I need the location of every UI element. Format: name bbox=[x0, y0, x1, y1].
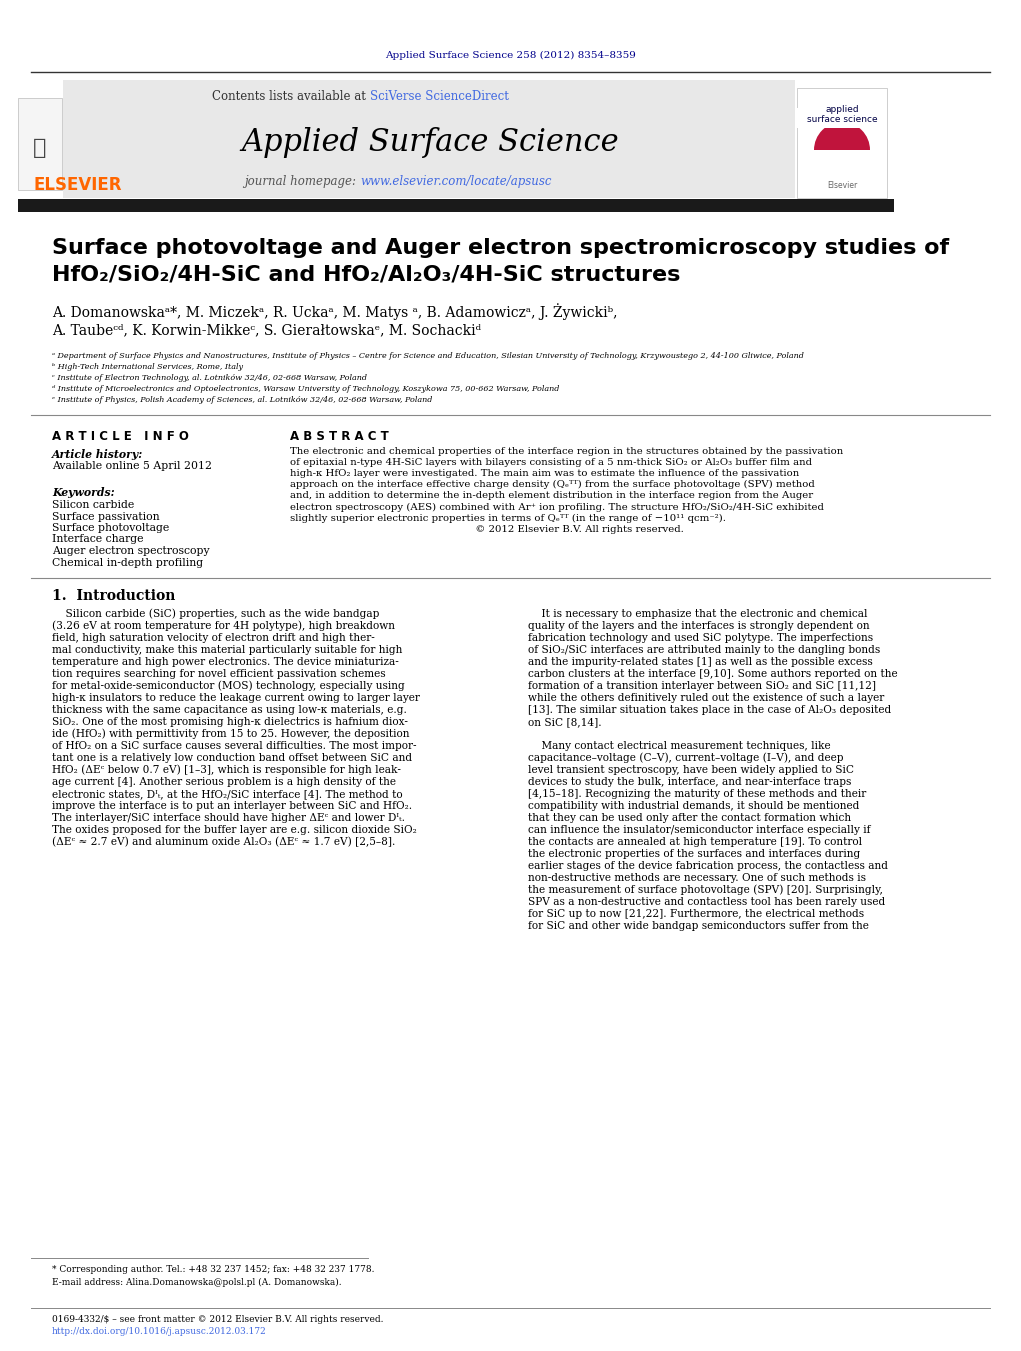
Text: for metal-oxide-semiconductor (MOS) technology, especially using: for metal-oxide-semiconductor (MOS) tech… bbox=[52, 681, 404, 692]
Text: for SiC and other wide bandgap semiconductors suffer from the: for SiC and other wide bandgap semicondu… bbox=[528, 921, 869, 931]
Text: electron spectroscopy (AES) combined with Ar⁺ ion profiling. The structure HfO₂/: electron spectroscopy (AES) combined wit… bbox=[290, 503, 824, 512]
Text: devices to study the bulk, interface, and near-interface traps: devices to study the bulk, interface, an… bbox=[528, 777, 852, 788]
Text: Available online 5 April 2012: Available online 5 April 2012 bbox=[52, 461, 212, 471]
Text: 1.  Introduction: 1. Introduction bbox=[52, 589, 176, 603]
Text: slightly superior electronic properties in terms of Qₑᵀᵀ (in the range of −10¹¹ : slightly superior electronic properties … bbox=[290, 513, 726, 523]
Text: earlier stages of the device fabrication process, the contactless and: earlier stages of the device fabrication… bbox=[528, 861, 888, 871]
Bar bbox=[18, 99, 62, 190]
Text: level transient spectroscopy, have been widely applied to SiC: level transient spectroscopy, have been … bbox=[528, 765, 854, 775]
Text: 🌲: 🌲 bbox=[34, 138, 47, 158]
Text: Silicon carbide (SiC) properties, such as the wide bandgap: Silicon carbide (SiC) properties, such a… bbox=[52, 609, 380, 619]
Text: SiO₂. One of the most promising high-κ dielectrics is hafnium diox-: SiO₂. One of the most promising high-κ d… bbox=[52, 717, 407, 727]
Text: Surface photovoltage: Surface photovoltage bbox=[52, 523, 169, 534]
Text: ᶜ Institute of Electron Technology, al. Lotników 32/46, 02-668 Warsaw, Poland: ᶜ Institute of Electron Technology, al. … bbox=[52, 374, 367, 382]
Text: Elsevier: Elsevier bbox=[827, 181, 857, 190]
Text: the measurement of surface photovoltage (SPV) [20]. Surprisingly,: the measurement of surface photovoltage … bbox=[528, 885, 883, 896]
Bar bbox=[797, 108, 887, 128]
Text: electronic states, Dᴵₜ, at the HfO₂/SiC interface [4]. The method to: electronic states, Dᴵₜ, at the HfO₂/SiC … bbox=[52, 789, 402, 798]
Text: Many contact electrical measurement techniques, like: Many contact electrical measurement tech… bbox=[528, 740, 831, 751]
Text: surface science: surface science bbox=[807, 115, 877, 123]
Text: thickness with the same capacitance as using low-κ materials, e.g.: thickness with the same capacitance as u… bbox=[52, 705, 407, 715]
Text: http://dx.doi.org/10.1016/j.apsusc.2012.03.172: http://dx.doi.org/10.1016/j.apsusc.2012.… bbox=[52, 1328, 266, 1336]
Text: high-κ insulators to reduce the leakage current owing to larger layer: high-κ insulators to reduce the leakage … bbox=[52, 693, 420, 703]
Text: ᵈ Institute of Microelectronics and Optoelectronics, Warsaw University of Techno: ᵈ Institute of Microelectronics and Opto… bbox=[52, 385, 560, 393]
Text: Applied Surface Science: Applied Surface Science bbox=[241, 127, 619, 158]
Text: age current [4]. Another serious problem is a high density of the: age current [4]. Another serious problem… bbox=[52, 777, 396, 788]
Text: HfO₂/SiO₂/4H-SiC and HfO₂/Al₂O₃/4H-SiC structures: HfO₂/SiO₂/4H-SiC and HfO₂/Al₂O₃/4H-SiC s… bbox=[52, 263, 680, 284]
Text: The interlayer/SiC interface should have higher ΔEᶜ and lower Dᴵₜ.: The interlayer/SiC interface should have… bbox=[52, 813, 405, 823]
Bar bbox=[18, 199, 894, 212]
Text: tion requires searching for novel efficient passivation schemes: tion requires searching for novel effici… bbox=[52, 669, 386, 680]
Text: the electronic properties of the surfaces and interfaces during: the electronic properties of the surface… bbox=[528, 848, 861, 859]
Text: of epitaxial n-type 4H-SiC layers with bilayers consisting of a 5 nm-thick SiO₂ : of epitaxial n-type 4H-SiC layers with b… bbox=[290, 458, 812, 466]
Text: * Corresponding author. Tel.: +48 32 237 1452; fax: +48 32 237 1778.: * Corresponding author. Tel.: +48 32 237… bbox=[52, 1266, 375, 1274]
Text: [4,15–18]. Recognizing the maturity of these methods and their: [4,15–18]. Recognizing the maturity of t… bbox=[528, 789, 866, 798]
Text: high-κ HfO₂ layer were investigated. The main aim was to estimate the influence : high-κ HfO₂ layer were investigated. The… bbox=[290, 469, 799, 478]
Text: for SiC up to now [21,22]. Furthermore, the electrical methods: for SiC up to now [21,22]. Furthermore, … bbox=[528, 909, 864, 919]
Text: HfO₂ (ΔEᶜ below 0.7 eV) [1–3], which is responsible for high leak-: HfO₂ (ΔEᶜ below 0.7 eV) [1–3], which is … bbox=[52, 765, 401, 775]
Bar bbox=[63, 80, 795, 199]
Text: (3.26 eV at room temperature for 4H polytype), high breakdown: (3.26 eV at room temperature for 4H poly… bbox=[52, 620, 395, 631]
Text: approach on the interface effective charge density (Qₑᵀᵀ) from the surface photo: approach on the interface effective char… bbox=[290, 480, 815, 489]
Text: www.elsevier.com/locate/apsusc: www.elsevier.com/locate/apsusc bbox=[360, 176, 551, 189]
Text: The electronic and chemical properties of the interface region in the structures: The electronic and chemical properties o… bbox=[290, 446, 843, 455]
Text: ide (HfO₂) with permittivity from 15 to 25. However, the deposition: ide (HfO₂) with permittivity from 15 to … bbox=[52, 728, 409, 739]
Text: A B S T R A C T: A B S T R A C T bbox=[290, 430, 389, 443]
Text: E-mail address: Alina.Domanowska@polsl.pl (A. Domanowska).: E-mail address: Alina.Domanowska@polsl.p… bbox=[52, 1278, 342, 1286]
Bar bbox=[797, 88, 887, 199]
Text: applied: applied bbox=[825, 105, 859, 115]
Text: mal conductivity, make this material particularly suitable for high: mal conductivity, make this material par… bbox=[52, 644, 402, 655]
Text: SciVerse ScienceDirect: SciVerse ScienceDirect bbox=[370, 89, 508, 103]
Text: Keywords:: Keywords: bbox=[52, 486, 114, 497]
Text: compatibility with industrial demands, it should be mentioned: compatibility with industrial demands, i… bbox=[528, 801, 860, 811]
Text: carbon clusters at the interface [9,10]. Some authors reported on the: carbon clusters at the interface [9,10].… bbox=[528, 669, 897, 680]
Text: It is necessary to emphasize that the electronic and chemical: It is necessary to emphasize that the el… bbox=[528, 609, 868, 619]
Wedge shape bbox=[814, 122, 870, 150]
Text: Contents lists available at: Contents lists available at bbox=[212, 89, 370, 103]
Text: non-destructive methods are necessary. One of such methods is: non-destructive methods are necessary. O… bbox=[528, 873, 866, 884]
Text: A. Taubeᶜᵈ, K. Korwin-Mikkeᶜ, S. Gierałtowskaᵉ, M. Sochackiᵈ: A. Taubeᶜᵈ, K. Korwin-Mikkeᶜ, S. Gierałt… bbox=[52, 323, 481, 336]
Text: of HfO₂ on a SiC surface causes several difficulties. The most impor-: of HfO₂ on a SiC surface causes several … bbox=[52, 740, 417, 751]
Text: ᵃ Department of Surface Physics and Nanostructures, Institute of Physics – Centr: ᵃ Department of Surface Physics and Nano… bbox=[52, 353, 804, 359]
Text: temperature and high power electronics. The device miniaturiza-: temperature and high power electronics. … bbox=[52, 657, 399, 667]
Text: tant one is a relatively low conduction band offset between SiC and: tant one is a relatively low conduction … bbox=[52, 753, 412, 763]
Text: Applied Surface Science 258 (2012) 8354–8359: Applied Surface Science 258 (2012) 8354–… bbox=[385, 50, 635, 59]
Text: Surface photovoltage and Auger electron spectromicroscopy studies of: Surface photovoltage and Auger electron … bbox=[52, 238, 950, 258]
Text: A. Domanowskaᵃ*, M. Miczekᵃ, R. Uckaᵃ, M. Matys ᵃ, B. Adamowiczᵃ, J. Żywickiᵇ,: A. Domanowskaᵃ*, M. Miczekᵃ, R. Uckaᵃ, M… bbox=[52, 304, 618, 320]
Text: Interface charge: Interface charge bbox=[52, 535, 144, 544]
Text: on SiC [8,14].: on SiC [8,14]. bbox=[528, 717, 601, 727]
Text: journal homepage:: journal homepage: bbox=[244, 176, 360, 189]
Text: ELSEVIER: ELSEVIER bbox=[33, 176, 121, 195]
Text: quality of the layers and the interfaces is strongly dependent on: quality of the layers and the interfaces… bbox=[528, 621, 870, 631]
Text: of SiO₂/SiC interfaces are attributed mainly to the dangling bonds: of SiO₂/SiC interfaces are attributed ma… bbox=[528, 644, 880, 655]
Text: capacitance–voltage (C–V), current–voltage (I–V), and deep: capacitance–voltage (C–V), current–volta… bbox=[528, 753, 843, 763]
Text: 0169-4332/$ – see front matter © 2012 Elsevier B.V. All rights reserved.: 0169-4332/$ – see front matter © 2012 El… bbox=[52, 1316, 384, 1324]
Text: formation of a transition interlayer between SiO₂ and SiC [11,12]: formation of a transition interlayer bet… bbox=[528, 681, 876, 690]
Text: can influence the insulator/semiconductor interface especially if: can influence the insulator/semiconducto… bbox=[528, 825, 871, 835]
Text: Chemical in-depth profiling: Chemical in-depth profiling bbox=[52, 558, 203, 567]
Text: A R T I C L E   I N F O: A R T I C L E I N F O bbox=[52, 430, 189, 443]
Text: SPV as a non-destructive and contactless tool has been rarely used: SPV as a non-destructive and contactless… bbox=[528, 897, 885, 907]
Text: The oxides proposed for the buffer layer are e.g. silicon dioxide SiO₂: The oxides proposed for the buffer layer… bbox=[52, 825, 417, 835]
Text: © 2012 Elsevier B.V. All rights reserved.: © 2012 Elsevier B.V. All rights reserved… bbox=[290, 526, 684, 534]
Text: field, high saturation velocity of electron drift and high ther-: field, high saturation velocity of elect… bbox=[52, 634, 375, 643]
Text: [13]. The similar situation takes place in the case of Al₂O₃ deposited: [13]. The similar situation takes place … bbox=[528, 705, 891, 715]
Text: Auger electron spectroscopy: Auger electron spectroscopy bbox=[52, 546, 209, 557]
Text: Article history:: Article history: bbox=[52, 449, 143, 459]
Text: fabrication technology and used SiC polytype. The imperfections: fabrication technology and used SiC poly… bbox=[528, 634, 873, 643]
Text: while the others definitively ruled out the existence of such a layer: while the others definitively ruled out … bbox=[528, 693, 884, 703]
Text: and, in addition to determine the in-depth element distribution in the interface: and, in addition to determine the in-dep… bbox=[290, 492, 813, 500]
Text: the contacts are annealed at high temperature [19]. To control: the contacts are annealed at high temper… bbox=[528, 838, 862, 847]
Text: ᵇ High-Tech International Services, Rome, Italy: ᵇ High-Tech International Services, Rome… bbox=[52, 363, 243, 372]
Text: and the impurity-related states [1] as well as the possible excess: and the impurity-related states [1] as w… bbox=[528, 657, 873, 667]
Text: improve the interface is to put an interlayer between SiC and HfO₂.: improve the interface is to put an inter… bbox=[52, 801, 412, 811]
Text: Surface passivation: Surface passivation bbox=[52, 512, 159, 521]
Text: ᵉ Institute of Physics, Polish Academy of Sciences, al. Lotników 32/46, 02-668 W: ᵉ Institute of Physics, Polish Academy o… bbox=[52, 396, 432, 404]
Text: Silicon carbide: Silicon carbide bbox=[52, 500, 134, 509]
Text: that they can be used only after the contact formation which: that they can be used only after the con… bbox=[528, 813, 852, 823]
Text: (ΔEᶜ ≈ 2.7 eV) and aluminum oxide Al₂O₃ (ΔEᶜ ≈ 1.7 eV) [2,5–8].: (ΔEᶜ ≈ 2.7 eV) and aluminum oxide Al₂O₃ … bbox=[52, 836, 395, 847]
